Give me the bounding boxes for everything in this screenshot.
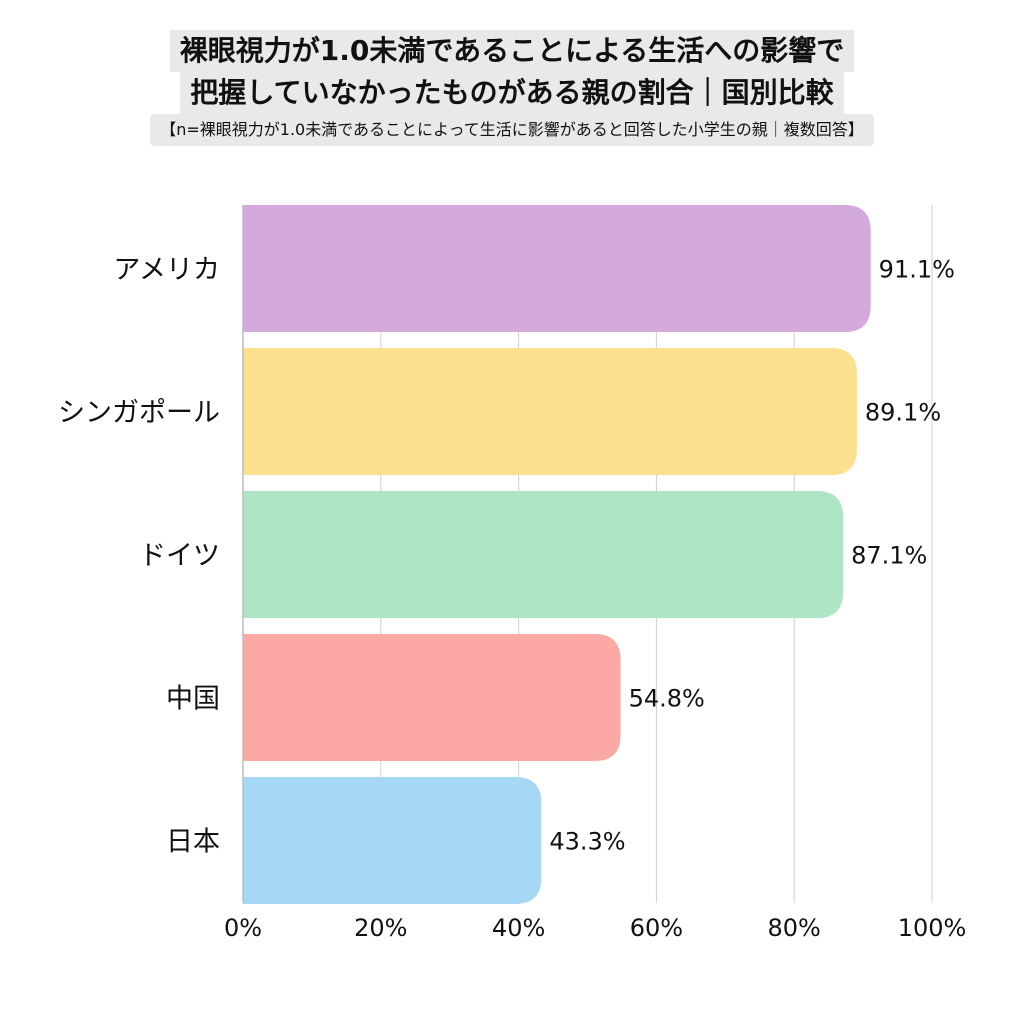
chart-title-line-2: 把握していなかったものがある親の割合｜国別比較 [180,72,844,114]
bar [243,205,871,332]
x-tick-label: 0% [224,914,262,942]
x-tick-label: 80% [768,914,821,942]
x-tick-label: 40% [492,914,545,942]
bar [243,348,857,475]
chart-title-line-1: 裸眼視力が1.0未満であることによる生活への影響で [169,30,855,72]
category-label: ドイツ [139,541,220,572]
value-label: 91.1% [879,256,955,284]
chart-header: 裸眼視力が1.0未満であることによる生活への影響で 把握していなかったものがある… [0,30,1024,146]
value-label: 87.1% [851,542,927,570]
category-label: 中国 [166,684,220,715]
category-label: 日本 [166,827,220,858]
bar [243,634,621,761]
bar [243,491,844,618]
value-label: 54.8% [629,685,705,713]
bar [243,777,542,904]
chart-subtitle: 【n=裸眼視力が1.0未満であることによって生活に影響があると回答した小学生の親… [150,114,874,146]
x-tick-label: 20% [354,914,407,942]
value-label: 43.3% [549,828,625,856]
value-label: 89.1% [865,399,941,427]
category-label: アメリカ [113,255,220,286]
x-tick-label: 60% [630,914,683,942]
category-label: シンガポール [58,398,220,429]
x-tick-label: 100% [898,914,967,942]
